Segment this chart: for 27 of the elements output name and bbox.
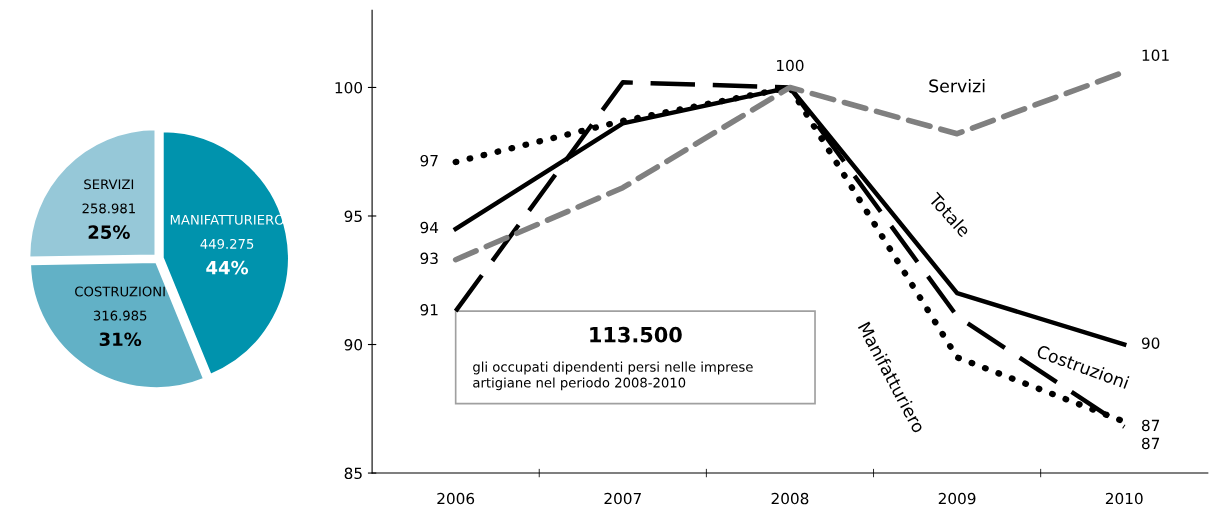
y-tick-label: 85 bbox=[344, 467, 362, 480]
slice-label: COSTRUZIONI bbox=[75, 286, 165, 297]
x-tick-label: 2006 bbox=[437, 492, 475, 505]
x-tick-label: 2007 bbox=[604, 492, 641, 505]
data-label: 90 bbox=[1141, 337, 1160, 349]
y-tick-label: 95 bbox=[344, 210, 362, 223]
data-label: 101 bbox=[1142, 49, 1169, 62]
x-tick-label: 2008 bbox=[771, 492, 809, 505]
data-label: 91 bbox=[420, 303, 438, 316]
data-label: 94 bbox=[420, 221, 439, 234]
y-tick-label: 100 bbox=[335, 81, 363, 94]
y-tick-label: 90 bbox=[344, 338, 363, 351]
data-label: 449.275 44% bbox=[200, 238, 254, 275]
series-label: Servizi bbox=[929, 79, 985, 93]
slice-label: MANIFATTURIERO bbox=[170, 214, 284, 225]
data-label: 87 bbox=[1141, 419, 1160, 432]
x-tick-label: 2010 bbox=[1105, 492, 1143, 505]
annotation: 113.500 bbox=[590, 326, 682, 343]
data-label: 87 bbox=[1141, 437, 1160, 450]
slice-label: SERVIZI bbox=[84, 179, 134, 190]
data-label: 100 bbox=[777, 59, 804, 72]
annotation: gli occupati dipendenti persi nelle imprese artigiane nel periodo 2008-2010 bbox=[473, 361, 753, 391]
data-label: 258.981 25% bbox=[82, 203, 135, 239]
data-label: 93 bbox=[420, 252, 438, 265]
x-tick-label: 2009 bbox=[938, 492, 976, 505]
data-label: 97 bbox=[420, 154, 438, 167]
data-label: 316.985 31% bbox=[93, 310, 147, 347]
